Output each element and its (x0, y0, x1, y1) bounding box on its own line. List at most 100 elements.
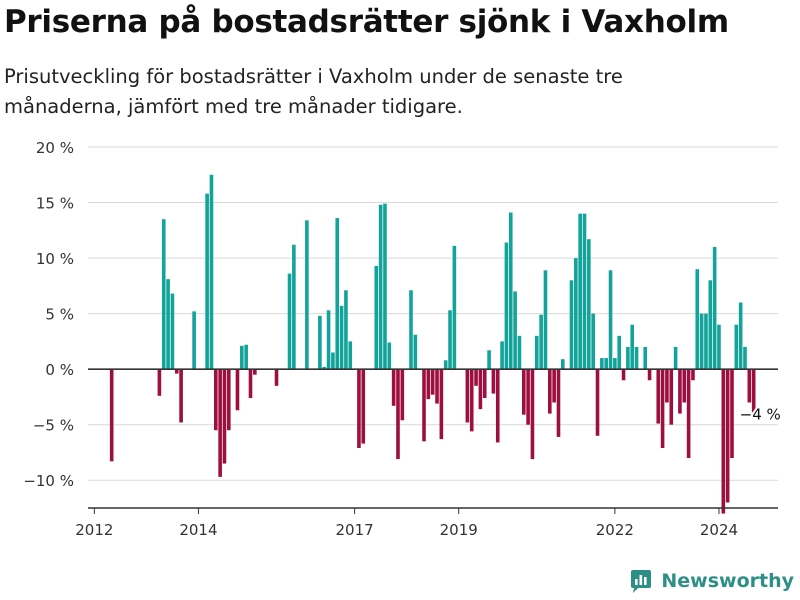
bar (656, 369, 661, 424)
x-tick-label: 2014 (179, 521, 217, 539)
bar (482, 369, 487, 399)
bar (222, 369, 227, 464)
gridlines (88, 146, 778, 481)
bar (500, 341, 504, 370)
x-tick-label: 2019 (440, 521, 478, 539)
chart-title: Priserna på bostadsrätter sjönk i Vaxhol… (4, 4, 729, 40)
bar (730, 369, 734, 459)
bar (396, 369, 400, 460)
bar (665, 369, 669, 403)
bar (721, 369, 726, 514)
y-tick-label: 5 % (45, 306, 74, 324)
y-tick-label: 20 % (36, 139, 74, 157)
bar (318, 315, 322, 370)
bar (348, 341, 353, 370)
bar (578, 213, 582, 370)
bar (695, 269, 700, 370)
bar (435, 369, 439, 404)
bar (634, 346, 639, 370)
brand-logo[interactable]: Newsworthy (628, 568, 794, 594)
bar (708, 280, 713, 370)
bar (595, 369, 600, 436)
bar (326, 310, 331, 370)
bar (287, 273, 292, 370)
bar (691, 369, 695, 381)
bar (487, 350, 491, 370)
bar (331, 352, 335, 370)
bar (357, 369, 361, 449)
bar (686, 369, 691, 459)
bar (521, 369, 526, 415)
bar (305, 220, 309, 370)
bar (409, 290, 413, 370)
bar (534, 335, 539, 370)
bar (491, 369, 496, 394)
bar (387, 342, 392, 370)
bar (335, 218, 340, 370)
bar (344, 290, 348, 370)
bar (383, 203, 387, 370)
bar (166, 279, 170, 370)
bar (574, 258, 578, 370)
annotation-label: −4 % (740, 406, 781, 424)
bar (613, 358, 617, 370)
newsworthy-logo-icon (631, 570, 652, 593)
bar (673, 346, 678, 370)
bar (630, 324, 635, 370)
axes (88, 368, 778, 514)
bar (717, 324, 721, 370)
bar (339, 305, 344, 370)
y-tick-label: 10 % (36, 250, 74, 268)
bar (582, 213, 587, 370)
bar (413, 334, 418, 370)
x-tick-label: 2022 (596, 521, 634, 539)
bar (751, 369, 756, 414)
bar (474, 369, 478, 386)
bar (192, 311, 196, 370)
bar (400, 369, 405, 421)
bar (218, 369, 222, 477)
y-tick-label: −5 % (33, 417, 74, 435)
bar (378, 204, 383, 370)
bar (235, 369, 240, 411)
bar (478, 369, 483, 410)
bar (205, 193, 209, 370)
bar (530, 369, 535, 460)
bar (374, 265, 379, 370)
brand-name: Newsworthy (661, 570, 794, 592)
bar (617, 335, 622, 370)
bar (725, 369, 730, 503)
bar (469, 369, 474, 432)
bar (660, 369, 665, 449)
bar (213, 369, 218, 431)
bar (157, 369, 162, 396)
bar (504, 242, 509, 370)
x-tick-label: 2017 (336, 521, 374, 539)
bar (322, 366, 327, 370)
annotations: −4 % (738, 404, 783, 426)
y-tick-label: 0 % (45, 361, 74, 379)
bars (109, 174, 756, 514)
bar (699, 313, 704, 370)
bar (248, 369, 253, 399)
bar (552, 369, 556, 403)
bar (391, 369, 396, 406)
x-tick-label: 2012 (75, 521, 113, 539)
bar (569, 280, 574, 370)
bar (170, 293, 175, 370)
bar (734, 324, 739, 370)
bar (430, 369, 435, 395)
y-tick-label: 15 % (36, 195, 74, 213)
bar (495, 369, 500, 443)
bar (448, 310, 452, 370)
bar (682, 369, 687, 403)
bar (227, 369, 231, 431)
bar (161, 219, 166, 370)
bar (244, 344, 248, 370)
bar (517, 335, 522, 370)
y-tick-label: −10 % (23, 472, 74, 490)
bar (439, 369, 444, 440)
bar (591, 313, 595, 370)
bar (643, 346, 648, 370)
